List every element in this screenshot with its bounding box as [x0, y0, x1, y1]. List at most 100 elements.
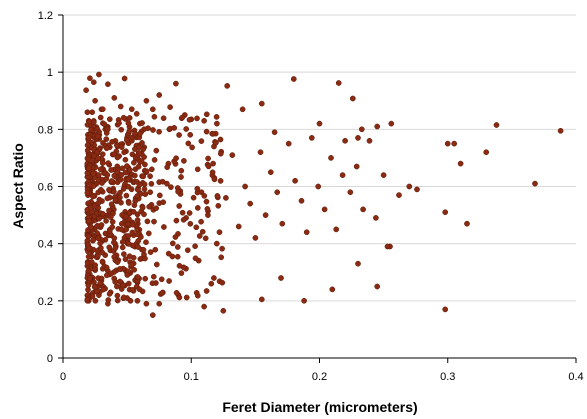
data-point	[145, 125, 151, 132]
data-point	[97, 114, 104, 121]
y-tick-label: 0.8	[38, 124, 53, 136]
data-point	[229, 152, 236, 158]
data-point	[89, 293, 96, 300]
data-point	[214, 120, 220, 127]
data-point	[119, 239, 126, 245]
data-point	[119, 244, 126, 251]
data-point	[87, 224, 94, 230]
data-point	[175, 188, 181, 195]
data-point	[147, 189, 154, 196]
data-point	[108, 167, 114, 173]
data-point	[84, 109, 91, 116]
data-point	[153, 261, 160, 268]
data-point	[129, 221, 136, 228]
data-point	[205, 155, 211, 162]
data-point	[118, 172, 125, 178]
x-tick-label: 0	[60, 371, 66, 383]
data-point	[87, 75, 93, 82]
data-point	[86, 182, 92, 189]
data-point	[134, 231, 141, 238]
data-point	[442, 306, 449, 313]
data-point	[342, 137, 348, 144]
data-point	[124, 163, 130, 169]
data-point	[174, 253, 181, 260]
data-point	[143, 239, 149, 246]
data-point	[176, 203, 183, 209]
data-point	[215, 202, 222, 209]
data-point	[335, 80, 342, 86]
data-point	[90, 193, 96, 200]
y-tick-label: 1	[47, 67, 53, 79]
data-point	[278, 275, 284, 281]
data-point	[192, 255, 199, 262]
y-tick-label: 0	[47, 353, 53, 365]
data-point	[88, 126, 94, 133]
data-point	[109, 138, 115, 145]
data-point	[271, 129, 278, 136]
data-point	[98, 245, 104, 251]
data-point	[160, 199, 167, 206]
data-point	[186, 210, 193, 216]
data-point	[169, 240, 176, 247]
data-point	[140, 247, 147, 253]
data-point	[199, 228, 206, 235]
data-point	[173, 80, 179, 87]
data-point	[90, 119, 97, 126]
data-point	[112, 197, 119, 204]
data-point	[130, 208, 137, 215]
data-point	[127, 297, 134, 304]
data-point	[223, 195, 229, 201]
data-point	[156, 92, 163, 98]
data-point	[146, 203, 153, 210]
data-point	[116, 266, 123, 272]
data-point	[217, 178, 224, 184]
data-point	[126, 253, 133, 260]
axes	[58, 14, 577, 363]
data-point	[136, 286, 143, 293]
data-point	[106, 207, 112, 214]
data-point	[123, 137, 130, 143]
x-tick-label: 0.2	[312, 371, 327, 383]
x-axis-title: Feret Diameter (micrometers)	[222, 399, 417, 415]
data-point	[94, 230, 100, 236]
data-point	[151, 218, 157, 225]
data-point	[187, 131, 194, 138]
data-point	[114, 297, 121, 304]
data-point	[96, 215, 102, 222]
data-point	[198, 218, 204, 225]
data-point	[120, 282, 126, 289]
data-point	[373, 215, 379, 221]
data-point	[358, 126, 365, 133]
data-point	[97, 280, 104, 287]
data-point	[174, 244, 181, 250]
data-point	[180, 216, 187, 223]
data-point	[339, 172, 346, 178]
y-tick-label: 0.6	[38, 182, 53, 194]
data-point	[203, 111, 210, 118]
data-point	[132, 172, 138, 179]
data-point	[141, 181, 148, 188]
data-point	[95, 252, 101, 259]
data-point	[194, 205, 201, 211]
data-point	[168, 184, 174, 190]
data-point	[139, 140, 145, 146]
data-point	[134, 217, 141, 223]
data-point	[94, 149, 100, 155]
data-point	[353, 163, 360, 170]
data-point	[148, 180, 155, 187]
y-axis-title: Aspect Ratio	[10, 143, 26, 229]
data-point	[274, 189, 281, 196]
data-point	[114, 142, 120, 149]
data-point	[135, 163, 142, 170]
data-point	[106, 291, 113, 297]
data-point	[211, 176, 218, 183]
data-point	[84, 189, 91, 196]
data-point	[374, 123, 381, 130]
data-point	[247, 200, 254, 207]
data-point	[213, 114, 220, 120]
data-point	[150, 127, 156, 133]
data-point	[131, 202, 138, 209]
data-point	[92, 262, 99, 269]
data-point	[183, 126, 190, 132]
data-point	[258, 296, 265, 303]
